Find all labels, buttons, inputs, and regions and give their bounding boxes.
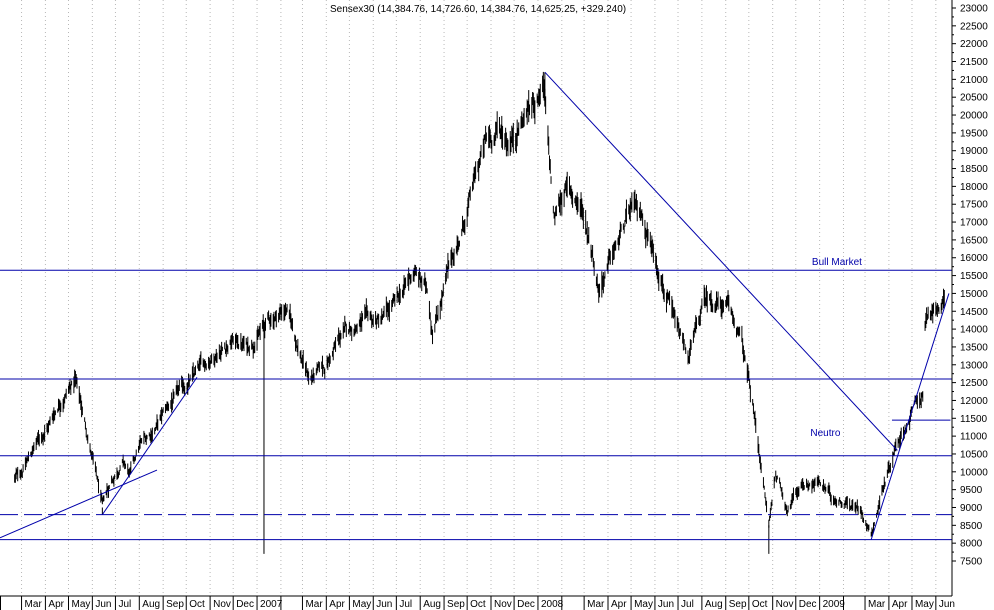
lines-layer: Bull Market Neutro: [0, 71, 952, 541]
y-tick-label: 8000: [960, 539, 983, 550]
chart-title: Sensex30 (14,384.76, 14,726.60, 14,384.7…: [330, 4, 626, 15]
x-tick-label: 2008: [541, 599, 564, 610]
trend-line: [870, 293, 950, 540]
y-tick-label: 8500: [960, 521, 983, 532]
x-tick-label: May: [71, 599, 90, 610]
x-tick-label: Jun: [939, 599, 955, 610]
y-tick-label: 13000: [960, 360, 988, 371]
x-tick-label: Sep: [166, 599, 184, 610]
x-tick-label: 2007: [260, 599, 283, 610]
y-tick-label: 12500: [960, 378, 988, 389]
x-tick-label: Jul: [399, 599, 412, 610]
y-tick-label: 17500: [960, 200, 988, 211]
y-tick-label: 21500: [960, 57, 988, 68]
y-tick-label: 19000: [960, 146, 988, 157]
trend-line: [0, 469, 158, 539]
x-tick-label: Apr: [892, 599, 908, 610]
x-tick-label: Mar: [25, 599, 43, 610]
grid-layer: [21, 0, 937, 596]
x-tick-label: Jun: [658, 599, 674, 610]
y-tick-label: 11500: [960, 414, 988, 425]
x-tick-label: Mar: [587, 599, 605, 610]
x-tick-label: Dec: [236, 599, 254, 610]
price-layer: [14, 71, 945, 554]
x-tick-label: Jul: [681, 599, 694, 610]
x-tick-label: Sep: [447, 599, 465, 610]
x-tick-label: May: [352, 599, 371, 610]
x-tick-label: Jul: [118, 599, 131, 610]
y-tick-label: 15500: [960, 271, 988, 282]
x-tick-label: Mar: [305, 599, 323, 610]
y-tick-label: 16500: [960, 235, 988, 246]
x-tick-label: 2009: [823, 599, 846, 610]
y-tick-label: 10500: [960, 449, 988, 460]
y-tick-label: 21000: [960, 75, 988, 86]
trend-line: [101, 376, 198, 515]
x-tick-label: Apr: [48, 599, 64, 610]
x-tick-label: Aug: [142, 599, 160, 610]
x-tick-label: Oct: [189, 599, 205, 610]
x-tick-label: Jun: [376, 599, 392, 610]
x-tick-label: May: [634, 599, 653, 610]
x-tick-label: Dec: [799, 599, 817, 610]
x-tick-label: Nov: [213, 599, 231, 610]
x-tick-label: Nov: [494, 599, 512, 610]
annotation-label: Bull Market: [812, 257, 862, 268]
y-tick-label: 18500: [960, 164, 988, 175]
y-tick-label: 13500: [960, 342, 988, 353]
y-tick-label: 18000: [960, 182, 988, 193]
x-tick-label: Dec: [517, 599, 535, 610]
x-tick-label: Jun: [95, 599, 111, 610]
y-tick-label: 16000: [960, 253, 988, 264]
x-tick-label: Mar: [868, 599, 886, 610]
y-tick-label: 9000: [960, 503, 983, 514]
y-tick-label: 11000: [960, 432, 988, 443]
x-tick-label: Oct: [470, 599, 486, 610]
x-tick-label: Apr: [329, 599, 345, 610]
annotation-label: Neutro: [810, 428, 840, 439]
y-tick-label: 17000: [960, 218, 988, 229]
y-tick-label: 23000: [960, 4, 988, 15]
x-tick-label: Apr: [611, 599, 627, 610]
y-tick-label: 10000: [960, 467, 988, 478]
y-tick-label: 20500: [960, 93, 988, 104]
x-tick-label: Aug: [705, 599, 723, 610]
y-tick-label: 22000: [960, 39, 988, 50]
y-tick-label: 22500: [960, 21, 988, 32]
trend-line: [544, 71, 898, 451]
y-tick-label: 19500: [960, 128, 988, 139]
y-tick-label: 9500: [960, 485, 983, 496]
x-tick-label: Oct: [752, 599, 768, 610]
y-tick-label: 7500: [960, 557, 983, 568]
y-tick-label: 20000: [960, 111, 988, 122]
x-tick-label: Sep: [729, 599, 747, 610]
y-tick-label: 14500: [960, 307, 988, 318]
x-tick-label: May: [915, 599, 934, 610]
x-tick-label: Nov: [776, 599, 794, 610]
x-tick-label: Aug: [423, 599, 441, 610]
y-tick-label: 14000: [960, 325, 988, 336]
y-tick-label: 15000: [960, 289, 988, 300]
y-tick-label: 12000: [960, 396, 988, 407]
